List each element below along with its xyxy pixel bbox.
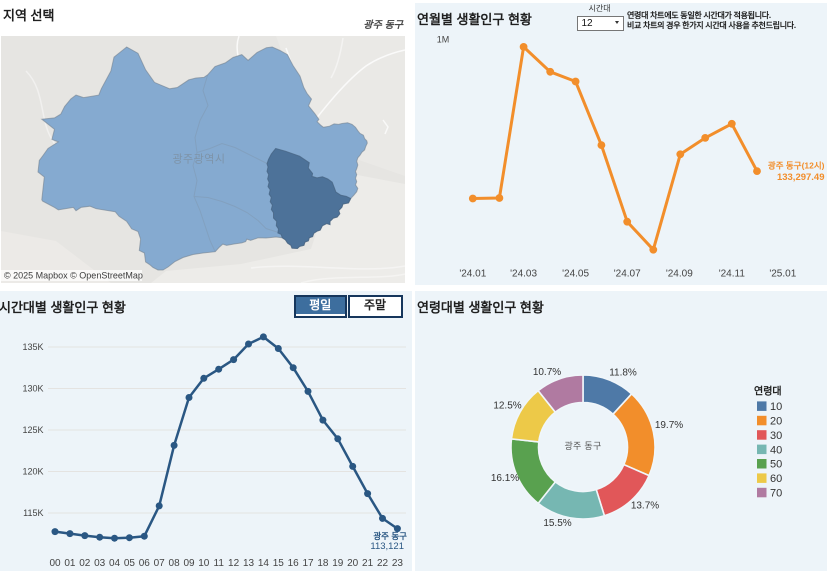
svg-text:133,297.49: 133,297.49 (777, 172, 825, 183)
svg-text:05: 05 (124, 558, 136, 569)
svg-text:125K: 125K (22, 425, 43, 435)
svg-text:16: 16 (288, 558, 300, 569)
svg-text:19: 19 (332, 558, 344, 569)
svg-text:10: 10 (198, 558, 210, 569)
svg-text:12.5%: 12.5% (493, 401, 521, 412)
svg-text:08: 08 (169, 558, 181, 569)
svg-text:22: 22 (377, 558, 389, 569)
svg-text:07: 07 (154, 558, 166, 569)
svg-text:30: 30 (770, 430, 782, 442)
svg-text:'24.11: '24.11 (719, 269, 746, 280)
svg-text:21: 21 (362, 558, 374, 569)
svg-text:'24.03: '24.03 (510, 269, 537, 280)
svg-text:© 2025 Mapbox © OpenStreetMap: © 2025 Mapbox © OpenStreetMap (4, 270, 143, 280)
svg-text:60: 60 (770, 473, 782, 485)
svg-text:18: 18 (317, 558, 329, 569)
svg-text:130K: 130K (22, 384, 43, 394)
svg-text:광주 동구: 광주 동구 (564, 440, 601, 451)
svg-text:11: 11 (214, 558, 225, 569)
svg-text:15.5%: 15.5% (543, 518, 571, 529)
svg-text:23: 23 (392, 558, 404, 569)
svg-text:16.1%: 16.1% (491, 473, 519, 484)
svg-text:19.7%: 19.7% (655, 420, 683, 431)
svg-text:20: 20 (347, 558, 359, 569)
svg-text:1M: 1M (437, 35, 450, 45)
svg-text:00: 00 (49, 558, 61, 569)
svg-text:광주 동구(12시): 광주 동구(12시) (768, 161, 825, 171)
svg-text:70: 70 (770, 488, 782, 500)
svg-text:10: 10 (770, 401, 782, 413)
svg-text:135K: 135K (22, 342, 43, 352)
svg-text:13: 13 (243, 558, 255, 569)
svg-text:40: 40 (770, 444, 782, 456)
svg-text:113,121: 113,121 (370, 541, 404, 552)
svg-text:15: 15 (273, 558, 285, 569)
svg-text:20: 20 (770, 416, 782, 428)
svg-text:14: 14 (258, 558, 270, 569)
svg-text:01: 01 (64, 558, 76, 569)
svg-text:'24.07: '24.07 (614, 269, 641, 280)
svg-text:120K: 120K (22, 467, 43, 477)
svg-text:10.7%: 10.7% (533, 367, 561, 378)
svg-text:연령대: 연령대 (754, 385, 782, 398)
svg-text:09: 09 (183, 558, 195, 569)
svg-text:광주 동구: 광주 동구 (373, 531, 407, 541)
svg-text:13.7%: 13.7% (631, 501, 659, 512)
svg-text:11.8%: 11.8% (609, 368, 637, 379)
svg-text:17: 17 (302, 558, 314, 569)
svg-text:50: 50 (770, 459, 782, 471)
svg-text:'24.01: '24.01 (459, 269, 486, 280)
svg-text:'24.05: '24.05 (562, 269, 589, 280)
svg-text:06: 06 (139, 558, 151, 569)
svg-text:115K: 115K (23, 508, 43, 518)
svg-text:02: 02 (79, 558, 91, 569)
svg-text:04: 04 (109, 558, 121, 569)
svg-text:광주광역시: 광주광역시 (172, 152, 225, 165)
svg-text:03: 03 (94, 558, 106, 569)
svg-text:'25.01: '25.01 (769, 269, 796, 280)
svg-text:'24.09: '24.09 (666, 269, 693, 280)
svg-text:12: 12 (228, 558, 240, 569)
